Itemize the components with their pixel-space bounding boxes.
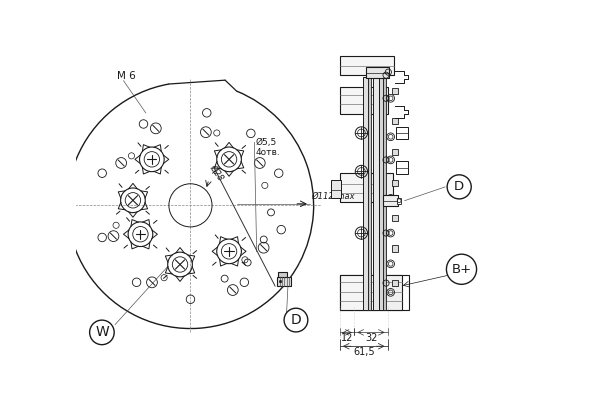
Bar [379,87,388,114]
Bar [340,276,409,310]
Bar [340,87,379,114]
Bar [340,56,394,75]
Bar [383,77,386,310]
Bar [278,271,287,277]
Text: D: D [290,313,301,327]
Bar [47,190,58,199]
Bar [47,201,58,210]
Text: D: D [454,181,464,193]
Bar [340,276,379,310]
Bar [396,161,409,174]
Text: Ø112 max: Ø112 max [311,192,355,201]
Bar [379,77,383,310]
Text: Ø28: Ø28 [208,164,225,183]
Bar [392,118,398,124]
Text: 12: 12 [341,333,353,343]
Bar [373,77,379,310]
Bar [397,198,401,204]
Text: 4отв.: 4отв. [256,148,281,157]
Bar [331,180,341,198]
Bar [383,195,398,206]
Text: М 6: М 6 [118,71,136,81]
Bar [396,127,409,139]
Bar [392,88,398,94]
Bar [392,215,398,221]
Bar [392,245,398,251]
Bar [47,212,58,221]
Text: B+: B+ [451,263,472,276]
Bar [379,173,393,202]
Bar [392,149,398,155]
Bar [368,77,371,310]
Text: W: W [95,325,109,339]
Text: Ø5,5: Ø5,5 [256,138,277,146]
Bar [363,77,368,310]
Text: 32: 32 [365,333,377,343]
Bar [340,173,379,202]
Bar [277,277,292,286]
Bar [392,280,398,286]
Bar [392,180,398,186]
Bar [379,276,402,310]
Text: 61,5: 61,5 [353,347,374,356]
Circle shape [280,281,282,283]
Bar [366,67,389,78]
